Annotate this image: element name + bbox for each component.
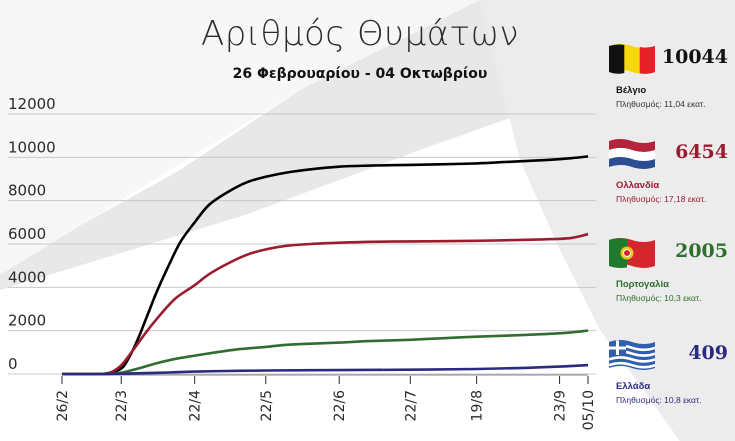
x-tick-label: 26/2	[55, 390, 71, 421]
x-tick-label: 22/4	[188, 390, 204, 422]
y-axis-ticks: 0 2000 4000 6000 8000 10000 12000	[8, 95, 56, 373]
belgium-deaths: 10044	[661, 46, 728, 68]
greece-name: Ελλάδα	[616, 381, 651, 392]
netherlands-deaths: 6454	[675, 141, 728, 163]
portugal-flag-icon	[609, 238, 655, 268]
y-tick-label: 4000	[8, 268, 46, 286]
belgium-name: Βέλγιο	[616, 85, 647, 96]
portugal-population: Πληθυσμός: 10,3 εκατ.	[616, 293, 702, 303]
belgium-population: Πληθυσμός: 11,04 εκατ.	[616, 99, 706, 109]
x-tick-label: 22/7	[403, 390, 419, 421]
chart-subtitle: 26 Φεβρουαρίου - 04 Οκτωβρίου	[232, 66, 488, 82]
greece-flag-icon	[609, 340, 655, 370]
series-line-netherlands	[61, 232, 589, 376]
x-axis-ticks: 26/2 22/3 22/4 22/5 22/6 22/7 19/8 23/9 05/10	[55, 374, 597, 430]
netherlands-flag-icon	[609, 139, 655, 169]
series-layer	[61, 155, 589, 376]
y-tick-label: 12000	[8, 95, 56, 113]
greece-population: Πληθυσμός: 10,8 εκατ.	[616, 395, 702, 405]
y-tick-label: 0	[8, 355, 18, 373]
y-tick-label: 6000	[8, 225, 46, 243]
series-line-greece	[61, 363, 589, 376]
x-tick-label: 23/9	[553, 390, 569, 421]
greece-deaths: 409	[688, 342, 728, 364]
y-tick-label: 2000	[8, 312, 46, 330]
y-tick-label: 8000	[8, 182, 46, 200]
netherlands-name: Ολλανδία	[616, 180, 660, 191]
series-line-portugal	[61, 329, 589, 376]
portugal-deaths: 2005	[675, 240, 728, 262]
y-tick-label: 10000	[8, 138, 56, 156]
x-tick-label: 19/8	[470, 390, 486, 421]
belgium-flag-icon	[609, 44, 655, 74]
x-tick-label: 22/5	[259, 390, 275, 421]
x-tick-label: 22/3	[114, 390, 130, 421]
portugal-name: Πορτογαλία	[616, 279, 669, 290]
netherlands-population: Πληθυσμός: 17,18 εκατ.	[616, 194, 707, 204]
chart-title: Αριθμός Θυμάτων	[201, 14, 519, 54]
x-tick-label: 22/6	[332, 390, 348, 422]
grid-layer	[8, 113, 596, 375]
x-tick-label: 05/10	[581, 390, 597, 430]
